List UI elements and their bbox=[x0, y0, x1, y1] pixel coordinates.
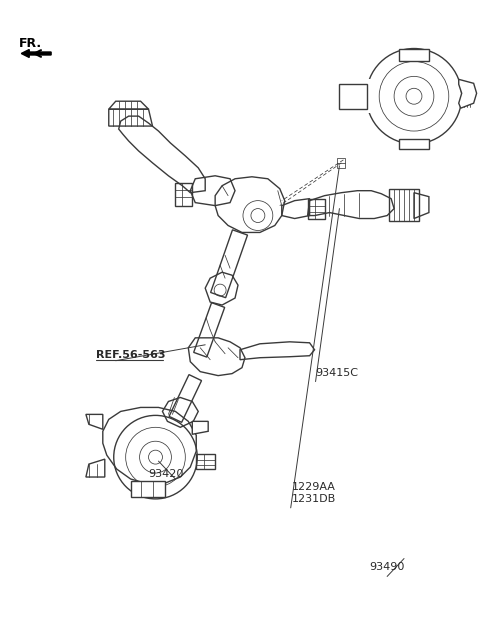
Polygon shape bbox=[399, 48, 429, 61]
Polygon shape bbox=[366, 79, 371, 113]
FancyArrow shape bbox=[21, 50, 51, 58]
Polygon shape bbox=[399, 139, 429, 149]
Text: 1231DB: 1231DB bbox=[292, 494, 336, 504]
Polygon shape bbox=[459, 79, 477, 108]
Polygon shape bbox=[86, 414, 103, 430]
Text: 1229AA: 1229AA bbox=[292, 482, 336, 492]
Text: REF.56-563: REF.56-563 bbox=[96, 350, 165, 360]
Polygon shape bbox=[131, 481, 166, 497]
Text: 93420: 93420 bbox=[148, 469, 184, 479]
Polygon shape bbox=[192, 422, 208, 435]
Polygon shape bbox=[86, 459, 105, 477]
Text: 93415C: 93415C bbox=[315, 368, 359, 378]
Polygon shape bbox=[339, 84, 367, 109]
Text: FR.: FR. bbox=[19, 37, 42, 50]
Text: 93490: 93490 bbox=[369, 563, 405, 573]
